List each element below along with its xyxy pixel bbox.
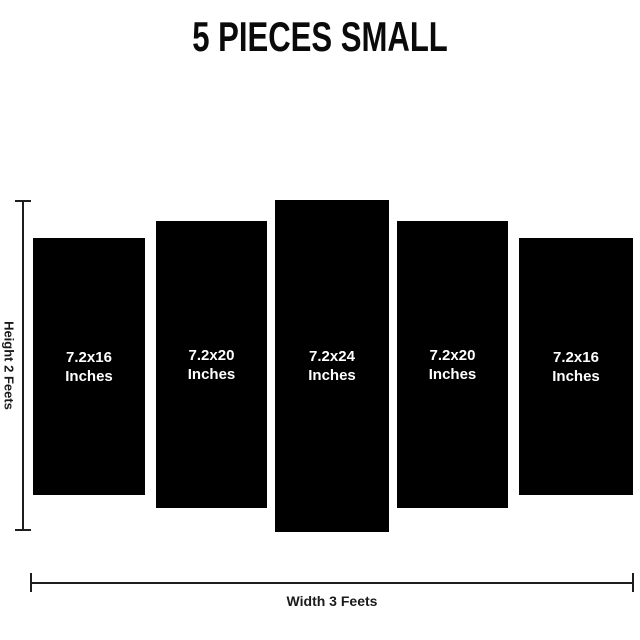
piece-unit-label: Inches [187,365,236,383]
canvas-piece-1: 7.2x16 Inches [33,238,145,495]
width-line-right-cap [632,573,634,592]
canvas-piece-2: 7.2x20 Inches [156,221,267,508]
height-line-top-cap [15,200,31,202]
height-dimension-label: Height 2 Feets [1,321,17,410]
piece-size-label: 7.2x20 [188,346,235,364]
canvas-piece-5: 7.2x16 Inches [519,238,633,495]
piece-unit-label: Inches [552,367,600,385]
canvas-piece-3: 7.2x24 Inches [275,200,389,532]
page-title: 5 PIECES SMALL [192,13,448,60]
piece-size-label: 7.2x20 [429,346,476,364]
piece-unit-label: Inches [308,367,356,384]
canvas-piece-4: 7.2x20 Inches [397,221,508,508]
width-line-left-cap [30,573,32,592]
width-line [31,582,633,584]
piece-size-label: 7.2x24 [309,348,355,365]
width-dimension-label: Width 3 Feets [286,593,378,609]
height-line-bottom-cap [15,529,31,531]
piece-size-label: 7.2x16 [66,348,112,366]
piece-unit-label: Inches [428,365,477,383]
piece-size-label: 7.2x16 [553,348,599,366]
height-line [22,201,24,530]
piece-unit-label: Inches [65,367,113,385]
